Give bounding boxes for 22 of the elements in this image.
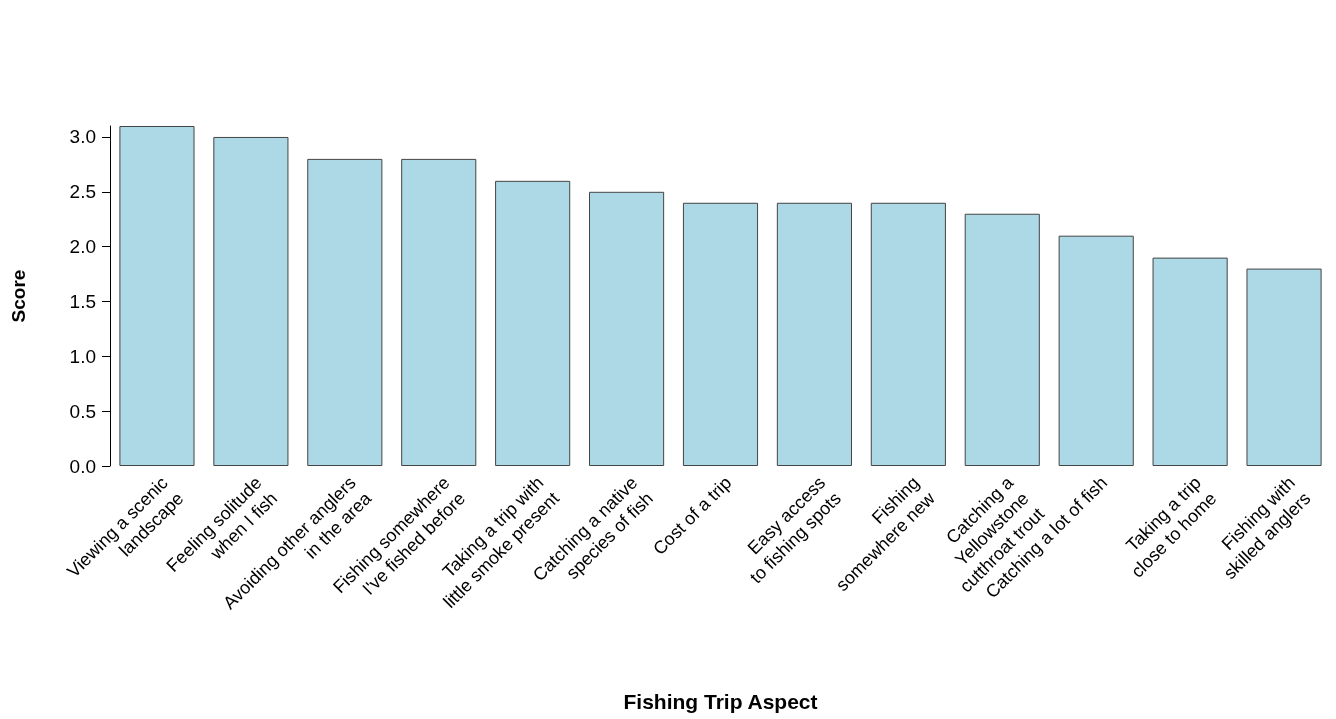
y-tick-label: 2.0 <box>69 236 96 258</box>
y-tick-label: 1.0 <box>69 345 96 367</box>
y-tick-label: 0.0 <box>69 455 96 477</box>
y-tick-label: 3.0 <box>69 126 96 148</box>
y-tick-label: 0.5 <box>69 400 96 422</box>
bar <box>964 213 1040 466</box>
bar <box>682 202 759 466</box>
bar <box>401 158 477 466</box>
bar <box>1058 235 1134 466</box>
bar <box>307 158 383 466</box>
bar <box>1246 268 1322 466</box>
x-axis-title: Fishing Trip Aspect <box>623 690 818 713</box>
bar <box>495 180 571 466</box>
bar <box>776 202 852 466</box>
bar <box>589 191 665 466</box>
y-tick-label: 1.5 <box>69 290 96 312</box>
bar <box>213 136 289 466</box>
y-tick-label: 2.5 <box>69 181 96 203</box>
bar <box>1152 257 1228 466</box>
y-axis-title: Score <box>8 269 29 323</box>
bar <box>870 202 946 466</box>
bar <box>119 126 195 466</box>
